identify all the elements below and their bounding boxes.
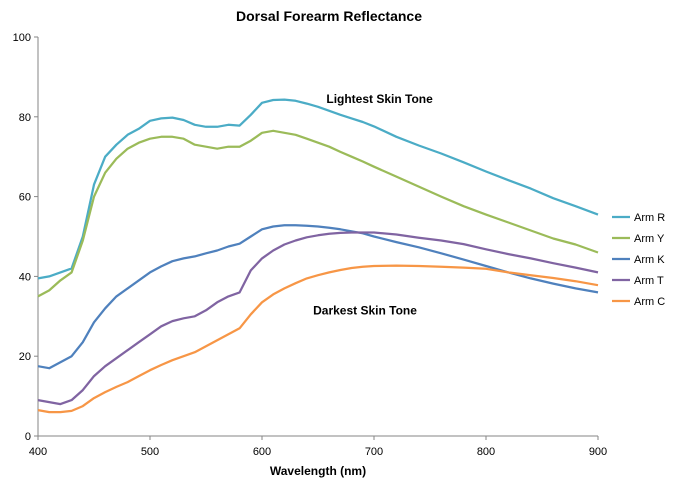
x-tick-label: 600 <box>253 446 271 458</box>
x-tick-label: 800 <box>477 446 495 458</box>
series-line-arm-r <box>37 98 599 280</box>
y-tick-label: 100 <box>13 32 31 44</box>
series-line-arm-k <box>37 224 599 370</box>
y-tick-label: 40 <box>19 271 31 283</box>
legend-label: Arm K <box>634 254 665 266</box>
x-tick-label: 700 <box>365 446 383 458</box>
legend-label: Arm T <box>634 275 664 287</box>
series-line-arm-y <box>37 129 599 298</box>
legend-label: Arm C <box>634 296 665 308</box>
chart-legend: Arm R Arm Y Arm K Arm T Arm C <box>612 212 665 308</box>
x-tick-label: 500 <box>141 446 159 458</box>
chart-annotations: Lightest Skin Tone Darkest Skin Tone <box>313 92 433 317</box>
x-tick-label: 400 <box>29 446 47 458</box>
chart-title: Dorsal Forearm Reflectance <box>236 8 422 24</box>
series-lines <box>37 98 599 414</box>
y-tick-label: 0 <box>25 431 31 443</box>
x-axis-title: Wavelength (nm) <box>270 464 366 478</box>
y-tick-label: 60 <box>19 192 31 204</box>
annotation-label: Lightest Skin Tone <box>326 92 433 106</box>
y-tick-label: 80 <box>19 112 31 124</box>
legend-label: Arm R <box>634 212 665 224</box>
x-tick-label: 900 <box>589 446 607 458</box>
legend-label: Arm Y <box>634 233 665 245</box>
annotation-label: Darkest Skin Tone <box>313 303 417 317</box>
plot-axes: 0 20 40 60 80 100 400 500 600 700 800 900 <box>13 32 608 458</box>
y-tick-label: 20 <box>19 351 31 363</box>
series-line-arm-c <box>37 264 599 414</box>
series-line-arm-t <box>37 231 599 406</box>
